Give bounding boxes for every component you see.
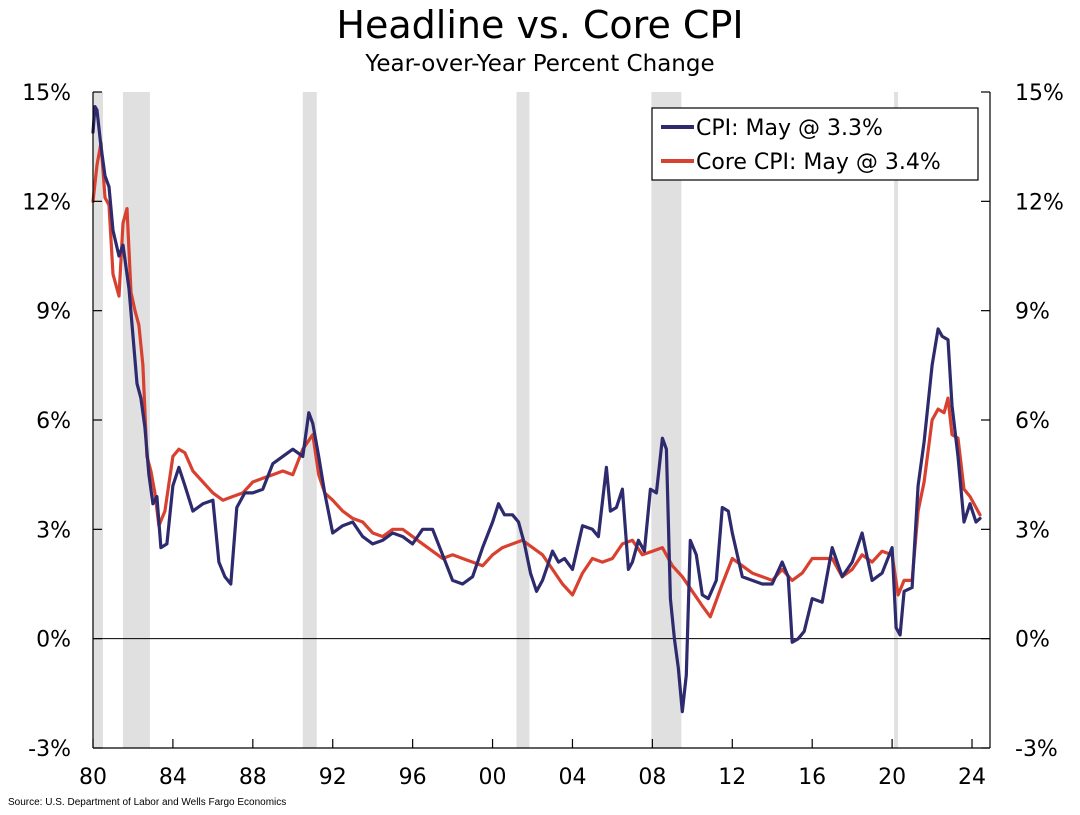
series-line-cpi <box>91 104 982 714</box>
x-tick-label: 80 <box>79 765 107 790</box>
chart-subtitle: Year-over-Year Percent Change <box>365 51 715 77</box>
y-axis-right-ticks: 15% 12% 9% 6% 3% 0% -3% <box>981 81 1064 762</box>
x-tick-label: 08 <box>638 765 666 790</box>
x-tick-label: 00 <box>479 765 507 790</box>
x-tick-label: 20 <box>878 765 906 790</box>
y-tick-label-right: 12% <box>1015 190 1064 215</box>
x-tick-label: 88 <box>239 765 267 790</box>
y-tick-label-right: -3% <box>1015 737 1058 762</box>
y-tick-label-right: 6% <box>1015 409 1050 434</box>
recession-bands <box>93 92 899 748</box>
x-tick-label: 92 <box>319 765 347 790</box>
y-tick-label-left: 9% <box>36 300 71 325</box>
y-tick-label-right: 9% <box>1015 300 1050 325</box>
x-tick-label: 96 <box>399 765 427 790</box>
chart-title: Headline vs. Core CPI <box>336 3 744 47</box>
series-line-core-cpi <box>91 141 982 619</box>
legend-entry-label: CPI: May @ 3.3% <box>696 116 883 141</box>
x-tick-label: 84 <box>159 765 187 790</box>
y-tick-label-left: 15% <box>22 81 71 106</box>
y-tick-label-right: 15% <box>1015 81 1064 106</box>
recession-band <box>516 92 530 748</box>
axes <box>92 92 991 749</box>
y-tick-label-left: -3% <box>28 737 71 762</box>
y-axis-left-ticks: 15% 12% 9% 6% 3% 0% -3% <box>22 81 102 762</box>
legend-entry-label: Core CPI: May @ 3.4% <box>696 150 941 175</box>
legend: CPI: May @ 3.3% Core CPI: May @ 3.4% <box>651 107 979 181</box>
legend-box <box>651 107 979 181</box>
y-tick-label-left: 0% <box>36 628 71 653</box>
source-note: Source: U.S. Department of Labor and Wel… <box>8 797 287 808</box>
x-tick-label: 04 <box>558 765 586 790</box>
x-axis-ticks: 80 84 88 92 96 00 04 08 12 16 20 24 <box>79 739 986 790</box>
y-tick-label-right: 3% <box>1015 518 1050 543</box>
series-lines <box>91 104 982 714</box>
y-tick-label-left: 6% <box>36 409 71 434</box>
y-tick-label-right: 0% <box>1015 628 1050 653</box>
x-tick-label: 24 <box>958 765 986 790</box>
y-tick-label-left: 12% <box>22 190 71 215</box>
x-tick-label: 16 <box>798 765 826 790</box>
x-tick-label: 12 <box>718 765 746 790</box>
recession-band <box>302 92 317 748</box>
y-tick-label-left: 3% <box>36 518 71 543</box>
recession-band <box>894 92 899 748</box>
